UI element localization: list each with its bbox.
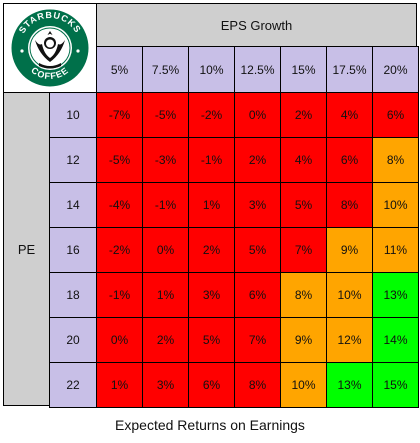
value-cell: -7%: [96, 92, 143, 138]
logo-cell: STARBUCKS COFFEE: [3, 3, 97, 93]
column-header: 15%: [280, 46, 327, 93]
row-header: 10: [49, 92, 97, 138]
value-cell: 3%: [234, 182, 281, 228]
eps-growth-header: EPS Growth: [96, 3, 417, 47]
row-header: 22: [49, 362, 97, 408]
value-cell: 13%: [372, 272, 419, 318]
value-cell: 8%: [280, 272, 327, 318]
value-cell: 8%: [326, 182, 373, 228]
value-cell: 7%: [280, 227, 327, 273]
value-cell: -1%: [188, 137, 235, 183]
value-cell: 4%: [280, 137, 327, 183]
value-cell: 6%: [188, 362, 235, 408]
row-header: 18: [49, 272, 97, 318]
value-cell: 4%: [326, 92, 373, 138]
value-cell: 10%: [372, 182, 419, 228]
value-cell: 12%: [326, 317, 373, 363]
column-header: 12.5%: [234, 46, 281, 93]
value-cell: 5%: [280, 182, 327, 228]
table-caption: Expected Returns on Earnings: [115, 417, 305, 433]
value-cell: 2%: [280, 92, 327, 138]
value-cell: -1%: [96, 272, 143, 318]
column-header: 20%: [372, 46, 419, 93]
pe-row-header: PE: [3, 92, 50, 406]
value-cell: 2%: [234, 137, 281, 183]
value-cell: 8%: [234, 362, 281, 408]
value-cell: 8%: [372, 137, 419, 183]
value-cell: 9%: [326, 227, 373, 273]
value-cell: 10%: [280, 362, 327, 408]
value-cell: 5%: [234, 227, 281, 273]
value-cell: 6%: [326, 137, 373, 183]
value-cell: -3%: [142, 137, 189, 183]
value-cell: 1%: [96, 362, 143, 408]
value-cell: 9%: [280, 317, 327, 363]
starbucks-logo-icon: STARBUCKS COFFEE: [10, 8, 90, 88]
value-cell: 10%: [326, 272, 373, 318]
column-header: 10%: [188, 46, 235, 93]
column-header: 7.5%: [142, 46, 189, 93]
value-cell: -5%: [142, 92, 189, 138]
value-cell: 0%: [234, 92, 281, 138]
value-cell: 3%: [188, 272, 235, 318]
value-cell: -1%: [142, 182, 189, 228]
value-cell: 7%: [234, 317, 281, 363]
column-header: 5%: [96, 46, 143, 93]
value-cell: -2%: [96, 227, 143, 273]
value-cell: 6%: [234, 272, 281, 318]
value-cell: 15%: [372, 362, 419, 408]
row-header: 12: [49, 137, 97, 183]
value-cell: 6%: [372, 92, 419, 138]
value-cell: 0%: [142, 227, 189, 273]
value-cell: -5%: [96, 137, 143, 183]
value-cell: 5%: [188, 317, 235, 363]
value-cell: 2%: [188, 227, 235, 273]
row-header: 14: [49, 182, 97, 228]
svg-text:COFFEE: COFFEE: [29, 65, 70, 81]
value-cell: 2%: [142, 317, 189, 363]
value-cell: 11%: [372, 227, 419, 273]
value-cell: -2%: [188, 92, 235, 138]
returns-table: STARBUCKS COFFEE EPS Growth PE 5% 7.5% 10%…: [3, 3, 419, 408]
column-header: 17.5%: [326, 46, 373, 93]
value-cell: -4%: [96, 182, 143, 228]
value-cell: 1%: [188, 182, 235, 228]
value-cell: 14%: [372, 317, 419, 363]
value-cell: 0%: [96, 317, 143, 363]
row-header: 20: [49, 317, 97, 363]
value-cell: 13%: [326, 362, 373, 408]
value-cell: 3%: [142, 362, 189, 408]
value-cell: 1%: [142, 272, 189, 318]
row-header: 16: [49, 227, 97, 273]
